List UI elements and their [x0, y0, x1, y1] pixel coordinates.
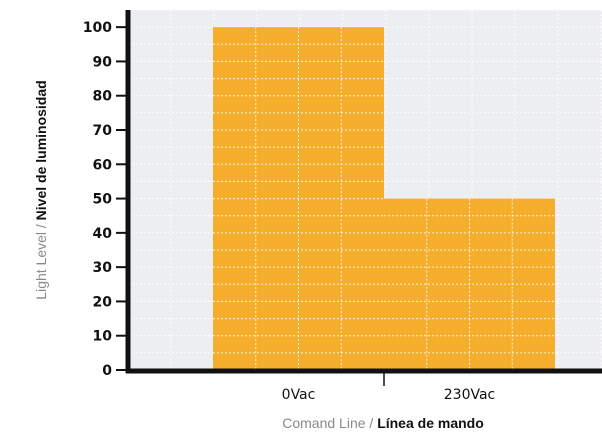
y-axis-title: Light Level / Nivel de luminosidad: [33, 80, 49, 299]
y-tick-label-80: 80: [93, 89, 113, 105]
y-tick-label-70: 70: [93, 123, 113, 139]
y-axis-title-es: Nivel de luminosidad: [33, 80, 49, 220]
y-tick-label-30: 30: [93, 260, 113, 276]
y-axis-title-en: Light Level: [33, 232, 49, 300]
y-tick-label-90: 90: [93, 54, 113, 70]
x-axis-title: Comand Line / Línea de mando: [282, 415, 484, 431]
y-tick-label-100: 100: [83, 20, 112, 36]
x-tick-label-230vac: 230Vac: [444, 387, 496, 403]
x-axis-title-es: Línea de mando: [377, 415, 484, 431]
y-tick-label-50: 50: [93, 192, 113, 208]
x-tick-labels: 0Vac 230Vac: [282, 387, 496, 403]
y-tick-label-60: 60: [93, 157, 113, 173]
x-axis-title-en: Comand Line: [282, 415, 365, 431]
bar-grid-overlay: [213, 27, 555, 370]
axes: [125, 10, 602, 386]
y-tick-label-20: 20: [93, 294, 113, 310]
y-tick-label-40: 40: [93, 226, 113, 242]
x-axis-title-separator: /: [366, 415, 378, 431]
y-axis-title-separator: /: [33, 220, 49, 232]
y-tick-label-0: 0: [102, 363, 112, 379]
x-tick-label-0vac: 0Vac: [282, 387, 316, 403]
y-tick-label-10: 10: [93, 329, 113, 345]
y-tick-labels: 0 10 20 30 40 50 60 70 80 90 100: [83, 20, 128, 379]
